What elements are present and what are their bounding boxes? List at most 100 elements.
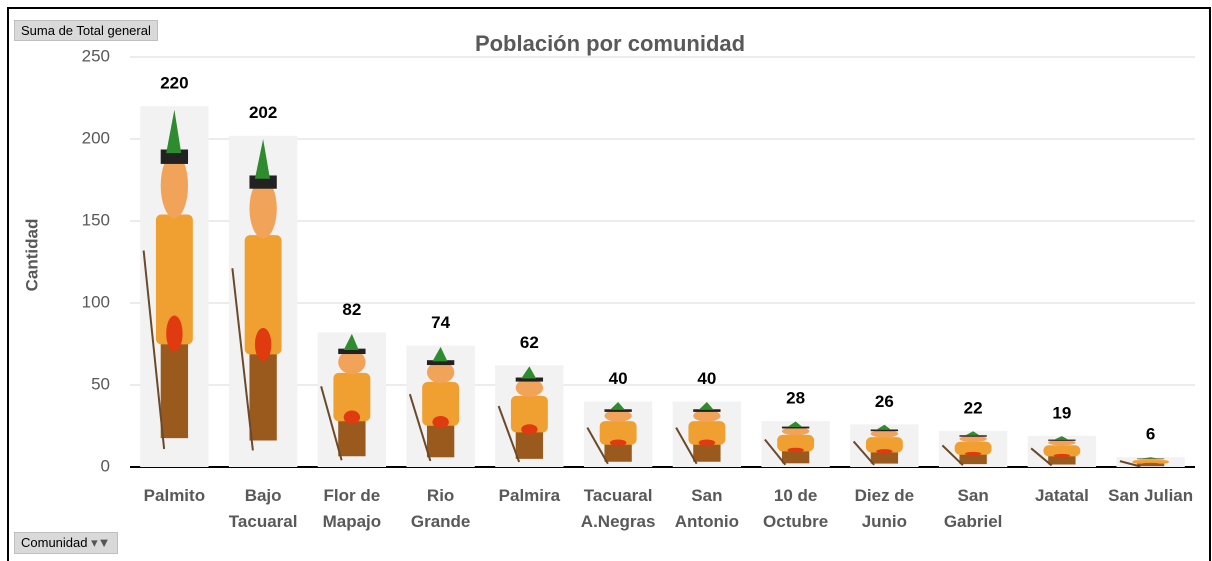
axis-field-button[interactable]: Comunidad ▾▼ (14, 532, 118, 554)
data-label: 74 (431, 313, 450, 332)
figure (941, 431, 992, 466)
data-label: 40 (697, 369, 716, 388)
figure-hair (781, 426, 810, 429)
figure-loincloth (521, 424, 538, 435)
figure-hair (1048, 439, 1076, 441)
figure (586, 402, 637, 465)
figure-feathers (432, 346, 448, 362)
figure-loincloth (876, 449, 893, 454)
x-tick-label: San Antonio (674, 486, 739, 531)
figure-loincloth (698, 439, 716, 447)
figure-hair (959, 435, 987, 437)
figure-legs (1136, 463, 1165, 467)
y-tick-label: 250 (82, 46, 110, 65)
figure-feathers (1053, 436, 1069, 440)
figure (408, 346, 460, 462)
figure-body (777, 434, 815, 452)
figure-hair (604, 409, 632, 412)
axis-field-label: Comunidad (21, 535, 88, 550)
figure-head (1136, 458, 1165, 461)
figure-body (510, 395, 548, 433)
x-tick-label: Jatatal (1034, 486, 1089, 505)
figure-feathers (609, 402, 625, 410)
data-label: 19 (1052, 403, 1071, 422)
filter-icon: ▾▼ (91, 535, 111, 550)
figure-head (959, 435, 987, 443)
figure-body (244, 235, 282, 355)
y-tick-label: 100 (82, 292, 110, 311)
figure-head (1048, 439, 1076, 446)
figure-head (870, 429, 899, 438)
figure-loincloth (432, 416, 449, 429)
figure-body (333, 372, 371, 422)
x-tick-label: Rio Grande (410, 486, 471, 531)
figure-feathers (343, 333, 359, 351)
figure-head (338, 350, 366, 375)
data-label: 26 (875, 392, 894, 411)
figure-feathers (876, 424, 892, 430)
y-tick-label: 50 (91, 374, 110, 393)
x-tick-label: Palmira (498, 486, 561, 505)
figure-spear (408, 393, 432, 462)
figure (675, 402, 726, 465)
figure (764, 421, 815, 466)
figure (320, 333, 371, 461)
figure (142, 109, 193, 450)
x-tick-label: San Julian (1108, 486, 1194, 505)
figure (852, 424, 903, 466)
figure-body (155, 214, 193, 345)
figure-spear (231, 268, 254, 451)
data-label: 22 (964, 398, 983, 417)
figure-head (693, 409, 721, 422)
y-tick-label: 200 (82, 128, 110, 147)
figure-loincloth (254, 327, 272, 361)
figure-spear (675, 427, 698, 465)
figure-feathers (521, 366, 537, 379)
figure-loincloth (964, 451, 982, 456)
figure-legs (604, 442, 632, 462)
figure-spear (941, 444, 964, 466)
figure-body (688, 421, 726, 445)
figure-legs (781, 449, 810, 464)
figure-body (865, 437, 903, 453)
figure-legs (959, 453, 987, 465)
figure-body (422, 382, 460, 426)
figure-spear (852, 440, 875, 466)
x-tick-label: Diez de Junio (854, 486, 915, 531)
figure-spear (497, 405, 521, 463)
figure-spear (586, 427, 609, 465)
figure-head (781, 427, 810, 436)
figure-head (249, 178, 277, 239)
figure-spear (764, 438, 787, 466)
figure-spear (1030, 447, 1053, 467)
figure-hair (338, 348, 366, 355)
x-tick-label: Bajo Tacuaral (228, 486, 298, 531)
chart-title: Población por comunidad (475, 31, 745, 56)
y-axis-label: Cantidad (22, 219, 41, 292)
figure-feathers (1142, 457, 1158, 459)
figure-spear (142, 250, 166, 450)
figure-legs (870, 450, 899, 464)
x-tick-label: Palmito (143, 486, 206, 505)
data-label: 6 (1146, 425, 1155, 444)
figure-body (1132, 460, 1170, 464)
figure-feathers (254, 139, 270, 179)
figure-head (426, 361, 455, 384)
figure-loincloth (1053, 453, 1071, 458)
figure-feathers (787, 421, 803, 428)
figure-hair (515, 377, 544, 382)
value-field-button[interactable]: Suma de Total general (14, 20, 158, 41)
figure-feathers (698, 402, 714, 410)
figure-loincloth (609, 439, 627, 447)
data-label: 82 (342, 300, 361, 319)
data-label: 62 (520, 333, 539, 352)
figure (1030, 436, 1081, 467)
data-label: 28 (786, 389, 805, 408)
x-tick-label: Flor de Mapajo (322, 486, 382, 531)
figure-feathers (964, 431, 980, 436)
figure-spear (320, 386, 343, 461)
figure-spear (1119, 460, 1141, 468)
figure (1119, 457, 1170, 468)
figure (231, 139, 282, 451)
